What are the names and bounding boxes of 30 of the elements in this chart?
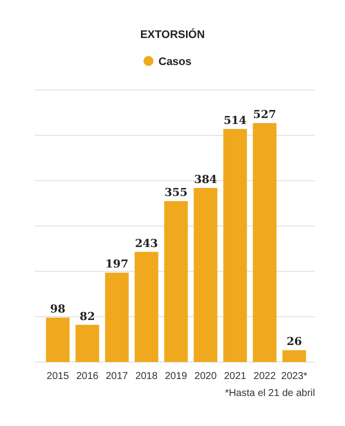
legend-label: Casos xyxy=(158,56,192,68)
data-label: 384 xyxy=(194,172,218,186)
data-label: 98 xyxy=(50,302,66,316)
data-label: 527 xyxy=(253,108,276,122)
bar xyxy=(252,123,276,362)
data-label: 355 xyxy=(164,186,188,200)
bar xyxy=(105,272,129,362)
data-label: 243 xyxy=(134,236,158,250)
data-label: 82 xyxy=(80,310,95,323)
x-tick-label: 2016 xyxy=(76,371,99,382)
chart-title: EXTORSIÓN xyxy=(140,28,205,41)
x-tick-label: 2019 xyxy=(164,371,188,382)
x-tick-label: 2017 xyxy=(106,371,128,382)
data-label: 514 xyxy=(224,114,247,127)
x-tick-label: 2018 xyxy=(135,371,158,382)
x-tick-label: 2015 xyxy=(46,371,70,382)
bar xyxy=(223,128,247,362)
bar xyxy=(164,201,188,362)
bar xyxy=(76,324,100,362)
bar xyxy=(282,350,306,362)
bar xyxy=(194,188,218,362)
x-tick-label: 2021 xyxy=(224,371,247,382)
bar xyxy=(46,318,70,362)
text: *Hasta el 21 de abril xyxy=(224,388,315,399)
data-label: 26 xyxy=(286,335,302,348)
bar xyxy=(134,252,158,362)
data-label: 197 xyxy=(105,258,128,271)
x-tick-label: 2023* xyxy=(281,371,308,382)
x-tick-label: 2020 xyxy=(194,371,218,382)
x-tick-label: 2022 xyxy=(254,371,276,382)
